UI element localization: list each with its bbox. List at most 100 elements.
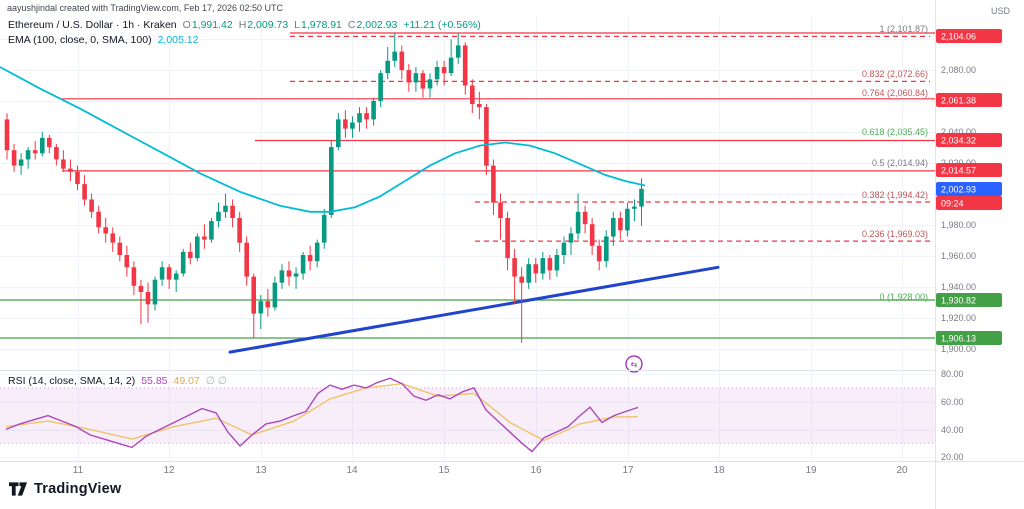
candle-body: [272, 282, 278, 308]
candle-body: [392, 51, 397, 61]
candle-body: [477, 104, 482, 108]
candle-body: [399, 51, 405, 71]
candle-body: [575, 211, 581, 234]
price-axis-label: 2,080.00: [941, 65, 976, 75]
candle-body: [378, 73, 383, 101]
trend-line[interactable]: [228, 265, 720, 354]
candle-body: [300, 255, 306, 274]
chart-legend: Ethereum / U.S. Dollar · 1h · Kraken O 1,…: [8, 18, 481, 48]
time-axis-label[interactable]: 18: [713, 465, 725, 476]
price-axis-tag-text: 2,034.32: [941, 136, 976, 146]
candle-body: [484, 107, 489, 166]
candle-body: [596, 245, 602, 262]
candle-body: [343, 119, 348, 129]
price-axis-tag-text: 1,906.13: [941, 334, 976, 344]
candle-body: [230, 205, 235, 218]
price-axis-tag-text: 09:24: [941, 199, 964, 209]
candle-body: [40, 137, 45, 154]
time-axis-label[interactable]: 20: [896, 465, 908, 476]
tradingview-logo[interactable]: TradingView: [9, 481, 121, 497]
candle-body: [61, 159, 66, 169]
time-axis-label[interactable]: 13: [255, 465, 267, 476]
candle-body: [68, 168, 73, 172]
ema-indicator-value: 2,005.12: [157, 34, 199, 46]
candle-body: [470, 85, 475, 104]
low-pair: L 1,978.91: [294, 18, 342, 33]
high-pair: H 2,009.73: [239, 18, 288, 33]
candle-body: [75, 171, 80, 185]
candle-body: [216, 211, 221, 221]
candle-body: [336, 119, 341, 148]
candle-body: [117, 242, 123, 255]
ema-indicator-title[interactable]: EMA (100, close, 0, SMA, 100): [8, 34, 152, 46]
time-axis-label[interactable]: 16: [530, 465, 542, 476]
candle-body: [258, 301, 264, 314]
candle-body: [124, 255, 130, 268]
candle-body: [441, 67, 447, 74]
candle-body: [519, 276, 524, 283]
symbol-legend-row: Ethereum / U.S. Dollar · 1h · Kraken O 1,…: [8, 18, 481, 33]
price-axis-tag-text: 2,061.38: [941, 96, 976, 106]
open-value: 1,991.42: [191, 19, 233, 31]
candle-body: [173, 273, 179, 280]
price-axis-tag: [936, 93, 1002, 107]
candle-body: [611, 218, 616, 237]
low-label: L: [294, 19, 301, 31]
candle-body: [202, 236, 207, 240]
time-axis-label[interactable]: 15: [438, 465, 450, 476]
grid-layer: [0, 16, 935, 461]
fib-level-label: 0.832 (2,072.66): [862, 69, 928, 79]
time-axis-label[interactable]: 14: [346, 465, 358, 476]
rsi-indicator-title[interactable]: RSI (14, close, SMA, 14, 2): [8, 375, 136, 387]
candle-body: [138, 285, 144, 292]
close-pair: C 2,002.93: [348, 18, 397, 33]
rsi-ma-line: [5, 382, 639, 442]
candle-body: [82, 184, 87, 200]
candle-body: [625, 208, 630, 231]
candle-body: [420, 73, 426, 89]
candle-body: [110, 233, 116, 243]
price-axis-tag-text: 2,104.06: [941, 32, 976, 42]
time-axis-label[interactable]: 11: [73, 465, 84, 476]
price-axis-label: 80.00: [941, 369, 964, 379]
candle-body: [237, 218, 242, 243]
candle-body: [582, 211, 588, 225]
candle-body: [18, 159, 24, 166]
price-axis-tag: [936, 293, 1002, 307]
currency-label: USD: [991, 6, 1011, 16]
price-axis-tag: [936, 163, 1002, 177]
candle-body: [561, 242, 567, 255]
event-arrows-icon: ⇆: [631, 360, 638, 369]
candle-body: [554, 255, 560, 271]
rsi-ma-value: 49.07: [173, 375, 200, 387]
candle-body: [195, 236, 200, 259]
candle-body: [364, 113, 369, 120]
candle-body: [11, 150, 17, 166]
candle-body: [321, 214, 327, 243]
price-axis-tag-text: 1,930.82: [941, 296, 976, 306]
candle-body: [498, 202, 503, 218]
fib-level-label: 0.382 (1,994.42): [862, 190, 928, 200]
time-axis-label[interactable]: 17: [622, 465, 634, 476]
symbol-title[interactable]: Ethereum / U.S. Dollar · 1h · Kraken: [8, 19, 177, 31]
open-pair: O 1,991.42: [183, 18, 233, 33]
fib-level-label: 0.764 (2,060.84): [862, 88, 928, 98]
fib-level-label: 0.236 (1,969.03): [862, 229, 928, 239]
price-axis-label: 40.00: [941, 425, 964, 435]
time-axis-label[interactable]: 12: [163, 465, 175, 476]
candle-body: [589, 224, 595, 246]
price-axis-tag: [936, 133, 1002, 147]
candle-body: [512, 258, 517, 277]
candle-body: [180, 251, 186, 274]
candle-body: [131, 267, 137, 286]
time-axis-label[interactable]: 19: [805, 465, 817, 476]
event-circle-icon[interactable]: [625, 355, 643, 373]
candle-body: [103, 227, 108, 234]
fib-level-label: 0.5 (2,014.94): [872, 158, 928, 168]
candle-body: [448, 57, 454, 74]
candle-body: [462, 45, 468, 86]
time-axis[interactable]: [0, 462, 1024, 478]
